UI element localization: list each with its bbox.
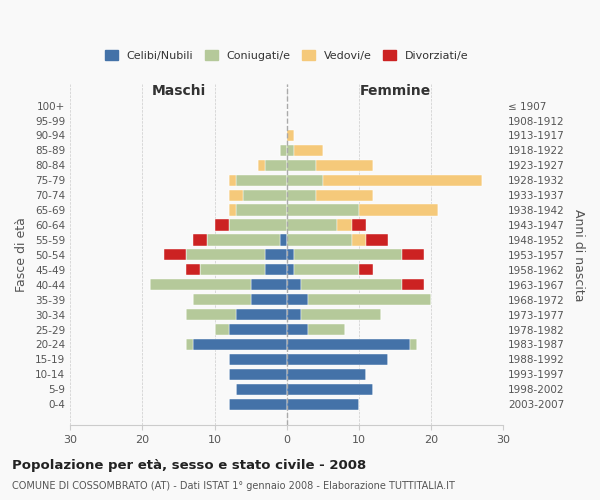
Bar — [308, 324, 344, 335]
Y-axis label: Anni di nascita: Anni di nascita — [572, 208, 585, 301]
Bar — [185, 309, 236, 320]
Bar — [316, 190, 373, 201]
Bar — [229, 324, 287, 335]
Bar — [308, 294, 431, 306]
Bar — [229, 190, 244, 201]
Bar — [287, 234, 352, 246]
Bar — [215, 220, 229, 230]
Bar — [193, 294, 251, 306]
Bar — [287, 160, 316, 171]
Bar — [294, 145, 323, 156]
Bar — [149, 279, 251, 290]
Bar — [316, 160, 373, 171]
Bar — [301, 279, 403, 290]
Bar — [366, 234, 388, 246]
Bar — [323, 174, 482, 186]
Bar — [229, 220, 287, 230]
Bar — [251, 294, 287, 306]
Bar — [193, 339, 287, 350]
Bar — [410, 339, 417, 350]
Bar — [229, 368, 287, 380]
Bar — [287, 398, 359, 410]
Bar — [258, 160, 265, 171]
Bar — [236, 204, 287, 216]
Text: Maschi: Maschi — [151, 84, 206, 98]
Bar — [229, 174, 236, 186]
Bar — [359, 204, 439, 216]
Bar — [287, 384, 373, 395]
Bar — [359, 264, 373, 276]
Bar — [207, 234, 280, 246]
Bar — [265, 264, 287, 276]
Bar — [337, 220, 352, 230]
Bar — [287, 309, 301, 320]
Bar — [287, 294, 308, 306]
Bar — [352, 234, 366, 246]
Legend: Celibi/Nubili, Coniugati/e, Vedovi/e, Divorziati/e: Celibi/Nubili, Coniugati/e, Vedovi/e, Di… — [100, 46, 473, 66]
Bar — [287, 250, 294, 260]
Bar — [229, 398, 287, 410]
Bar — [287, 339, 410, 350]
Text: Popolazione per età, sesso e stato civile - 2008: Popolazione per età, sesso e stato civil… — [12, 460, 366, 472]
Bar — [287, 368, 366, 380]
Text: Femmine: Femmine — [359, 84, 431, 98]
Bar — [301, 309, 380, 320]
Bar — [287, 130, 294, 141]
Bar — [287, 174, 323, 186]
Bar — [265, 250, 287, 260]
Bar — [287, 220, 337, 230]
Bar — [200, 264, 265, 276]
Bar — [229, 354, 287, 365]
Bar — [403, 279, 424, 290]
Bar — [185, 264, 200, 276]
Bar — [294, 250, 403, 260]
Bar — [244, 190, 287, 201]
Text: COMUNE DI COSSOMBRATO (AT) - Dati ISTAT 1° gennaio 2008 - Elaborazione TUTTITALI: COMUNE DI COSSOMBRATO (AT) - Dati ISTAT … — [12, 481, 455, 491]
Bar — [352, 220, 366, 230]
Bar — [287, 204, 359, 216]
Bar — [185, 339, 193, 350]
Bar — [229, 204, 236, 216]
Bar — [164, 250, 185, 260]
Bar — [287, 264, 294, 276]
Bar — [280, 234, 287, 246]
Bar — [185, 250, 265, 260]
Bar — [403, 250, 424, 260]
Bar — [236, 309, 287, 320]
Bar — [280, 145, 287, 156]
Bar — [193, 234, 207, 246]
Bar — [236, 174, 287, 186]
Bar — [287, 145, 294, 156]
Bar — [287, 190, 316, 201]
Bar — [215, 324, 229, 335]
Bar — [287, 354, 388, 365]
Bar — [265, 160, 287, 171]
Bar — [236, 384, 287, 395]
Bar — [287, 279, 301, 290]
Bar — [287, 324, 308, 335]
Bar — [251, 279, 287, 290]
Bar — [294, 264, 359, 276]
Y-axis label: Fasce di età: Fasce di età — [15, 218, 28, 292]
